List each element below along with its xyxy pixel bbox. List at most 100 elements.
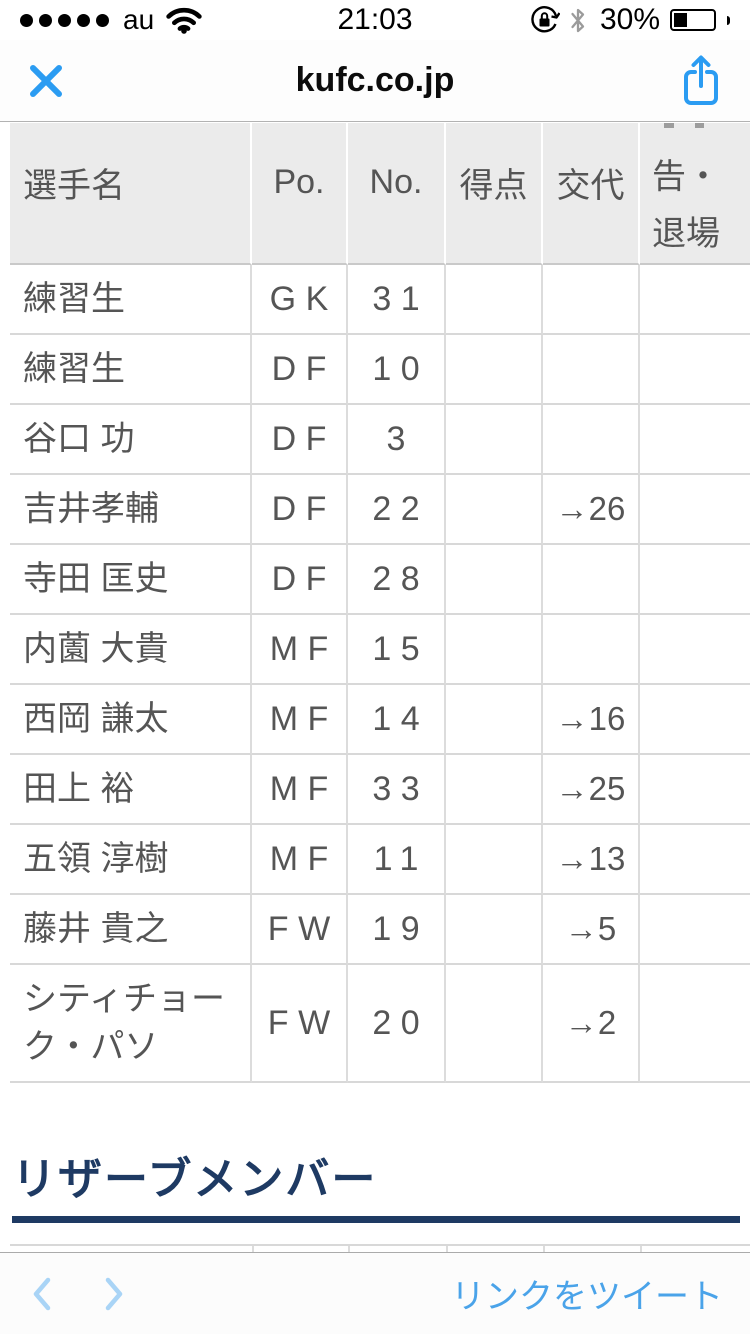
share-button[interactable] <box>678 53 724 109</box>
goals-cell <box>446 895 543 965</box>
orientation-lock-icon <box>531 5 560 32</box>
share-icon <box>684 55 718 105</box>
reserve-table-fragment <box>10 1244 750 1252</box>
substitution-cell: →16 <box>543 685 640 755</box>
cards-cell <box>640 965 750 1083</box>
goals-cell <box>446 265 543 335</box>
col-header-substitution: 交代 <box>543 123 640 265</box>
player-name-cell: 内薗 大貴 <box>10 615 252 685</box>
player-row: 田上 裕 MF 33 →25 <box>10 755 750 825</box>
battery-cap <box>727 15 730 25</box>
chevron-left-icon <box>33 1277 51 1310</box>
goals-cell <box>446 825 543 895</box>
number-cell: 31 <box>348 265 446 335</box>
substitution-cell <box>543 405 640 475</box>
cards-cell <box>640 265 750 335</box>
goals-cell <box>446 615 543 685</box>
goals-cell <box>446 335 543 405</box>
close-button[interactable] <box>26 61 66 101</box>
wifi-icon <box>166 7 202 34</box>
col-header-number: No. <box>348 123 446 265</box>
forward-button[interactable] <box>102 1276 126 1312</box>
player-row: 五領 淳樹 MF 11 →13 <box>10 825 750 895</box>
web-page-content: 選手名 Po. No. 得点 交代 告・退場 練習生 GK 31 <box>0 123 750 1252</box>
chevron-right-icon <box>105 1277 123 1310</box>
heading-underline <box>12 1216 740 1223</box>
cards-cell <box>640 755 750 825</box>
position-cell: DF <box>252 545 348 615</box>
substitution-cell: →25 <box>543 755 640 825</box>
goals-cell <box>446 965 543 1083</box>
number-cell: 3 <box>348 405 446 475</box>
page-url-title: kufc.co.jp <box>295 61 455 99</box>
back-button[interactable] <box>30 1276 54 1312</box>
position-cell: DF <box>252 405 348 475</box>
substitution-cell <box>543 615 640 685</box>
player-name-cell: シティチョーク・パソ <box>10 965 252 1083</box>
battery-percent-label: 30% <box>599 3 660 36</box>
player-row: 寺田 匡史 DF 28 <box>10 545 750 615</box>
player-row: 練習生 GK 31 <box>10 265 750 335</box>
carrier-label: au <box>123 4 155 35</box>
player-name-cell: 寺田 匡史 <box>10 545 252 615</box>
cards-cell <box>640 475 750 545</box>
goals-cell <box>446 545 543 615</box>
player-name-cell: 田上 裕 <box>10 755 252 825</box>
tweet-link-button[interactable]: リンクをツイート <box>451 1269 750 1318</box>
position-cell: MF <box>252 615 348 685</box>
player-name-cell: 吉井孝輔 <box>10 475 252 545</box>
position-cell: MF <box>252 825 348 895</box>
player-row: 内薗 大貴 MF 15 <box>10 615 750 685</box>
position-cell: MF <box>252 755 348 825</box>
substitution-cell: →2 <box>543 965 640 1083</box>
position-cell: FW <box>252 965 348 1083</box>
player-name-cell: 五領 淳樹 <box>10 825 252 895</box>
player-name-cell: 練習生 <box>10 265 252 335</box>
player-name-cell: 練習生 <box>10 335 252 405</box>
substitution-cell <box>543 265 640 335</box>
number-cell: 11 <box>348 825 446 895</box>
cell-signal-icon <box>20 13 109 27</box>
position-cell: MF <box>252 685 348 755</box>
cards-cell <box>640 895 750 965</box>
reserve-members-heading: リザーブメンバー <box>12 1155 378 1204</box>
player-row: 藤井 貴之 FW 19 →5 <box>10 895 750 965</box>
player-row: 吉井孝輔 DF 22 →26 <box>10 475 750 545</box>
cards-cell <box>640 405 750 475</box>
goals-cell <box>446 755 543 825</box>
player-row: シティチョーク・パソ FW 20 →2 <box>10 965 750 1083</box>
player-row: 練習生 DF 10 <box>10 335 750 405</box>
position-cell: DF <box>252 475 348 545</box>
battery-icon <box>670 9 716 31</box>
status-bar: au 21:03 30% <box>0 0 750 40</box>
number-cell: 28 <box>348 545 446 615</box>
number-cell: 14 <box>348 685 446 755</box>
position-cell: FW <box>252 895 348 965</box>
position-cell: GK <box>252 265 348 335</box>
substitution-cell <box>543 335 640 405</box>
cards-cell <box>640 545 750 615</box>
position-cell: DF <box>252 335 348 405</box>
col-header-player-name: 選手名 <box>10 123 252 265</box>
substitution-cell: →26 <box>543 475 640 545</box>
player-name-cell: 西岡 謙太 <box>10 685 252 755</box>
col-header-cards: 告・退場 <box>640 123 750 265</box>
goals-cell <box>446 475 543 545</box>
cards-cell <box>640 615 750 685</box>
number-cell: 19 <box>348 895 446 965</box>
player-row: 谷口 功 DF 3 <box>10 405 750 475</box>
goals-cell <box>446 405 543 475</box>
player-row: 西岡 謙太 MF 14 →16 <box>10 685 750 755</box>
close-icon <box>30 64 62 97</box>
number-cell: 10 <box>348 335 446 405</box>
number-cell: 20 <box>348 965 446 1083</box>
number-cell: 33 <box>348 755 446 825</box>
status-time: 21:03 <box>337 3 413 36</box>
col-header-goals: 得点 <box>446 123 543 265</box>
number-cell: 22 <box>348 475 446 545</box>
goals-cell <box>446 685 543 755</box>
number-cell: 15 <box>348 615 446 685</box>
player-table: 選手名 Po. No. 得点 交代 告・退場 練習生 GK 31 <box>10 123 750 1083</box>
cards-cell <box>640 335 750 405</box>
safari-nav-bar: kufc.co.jp <box>0 40 750 122</box>
